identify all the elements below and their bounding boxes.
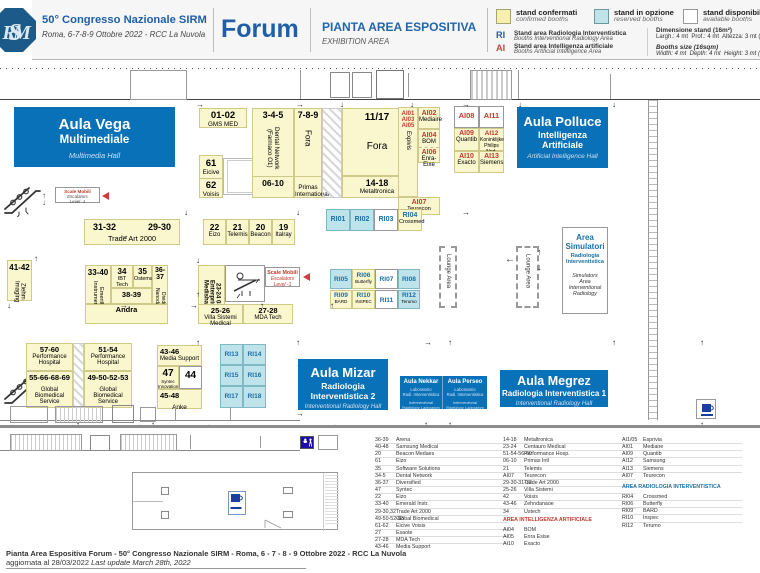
svg-text:S: S <box>8 20 21 46</box>
